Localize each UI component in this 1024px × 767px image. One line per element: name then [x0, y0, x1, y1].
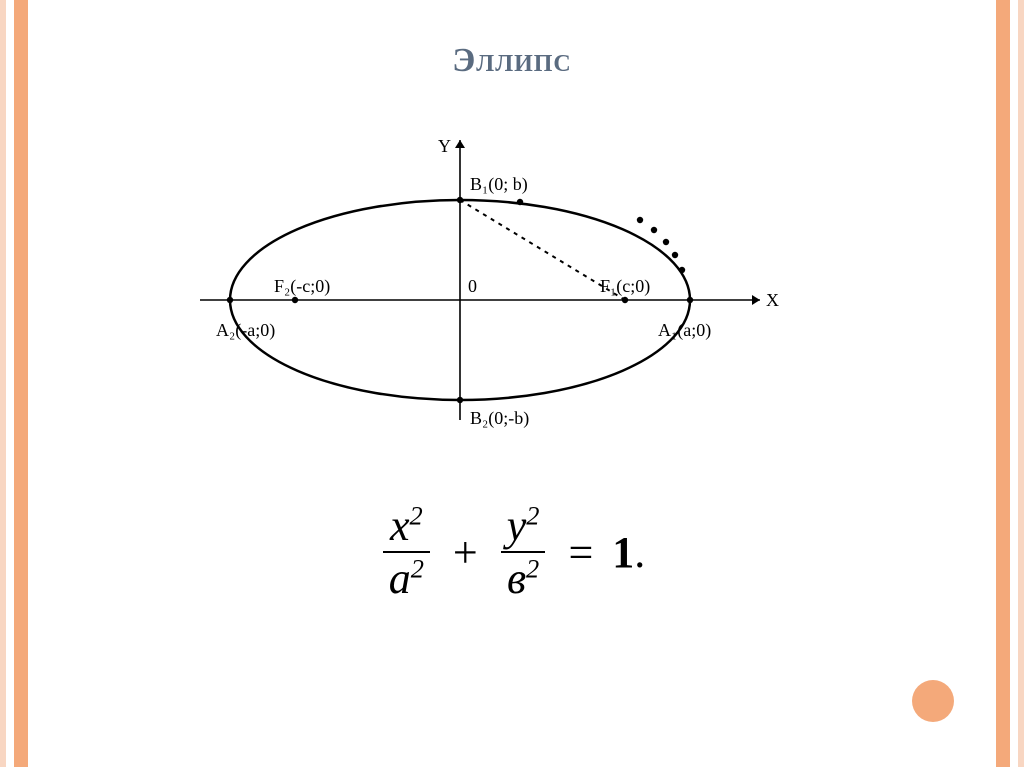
svg-text:A₁(a;0): A₁(a;0): [658, 320, 711, 341]
svg-text:B₁(0; b): B₁(0; b): [470, 174, 528, 195]
fraction-1: x2 a2: [383, 500, 430, 604]
svg-text:0: 0: [468, 276, 477, 296]
eq-a: a: [389, 554, 411, 603]
svg-text:Y: Y: [438, 136, 451, 156]
svg-text:B₂(0;-b): B₂(0;-b): [470, 408, 529, 429]
eq-x-exp: 2: [409, 500, 422, 530]
svg-text:X: X: [766, 290, 779, 310]
fraction-2: y2 в2: [501, 500, 546, 604]
eq-b-exp: 2: [526, 553, 539, 583]
svg-text:A₂(-a;0): A₂(-a;0): [216, 320, 275, 341]
svg-text:F₂(-c;0): F₂(-c;0): [274, 276, 330, 297]
eq-y-exp: 2: [526, 500, 539, 530]
ellipse-svg: X Y 0 A₁(a;0) A₂(-a;0) B₁(0; b) B₂(0;-b) F₁(c;0…: [180, 120, 800, 440]
eq-rhs: 1: [612, 527, 634, 578]
eq-b: в: [507, 554, 526, 603]
slide-title: Эллипс: [0, 42, 1024, 80]
eq-period: .: [634, 527, 645, 578]
svg-text:F₁(c;0): F₁(c;0): [600, 276, 650, 297]
ellipse-equation: x2 a2 + y2 в2 = 1.: [0, 500, 1024, 604]
eq-a-exp: 2: [411, 553, 424, 583]
eq-x: x: [390, 501, 410, 550]
eq-y: y: [507, 501, 527, 550]
accent-circle-icon: [912, 680, 954, 722]
eq-plus: +: [445, 527, 486, 578]
eq-equals: =: [560, 527, 601, 578]
ellipse-diagram: X Y 0 A₁(a;0) A₂(-a;0) B₁(0; b) B₂(0;-b) F₁(c;0…: [180, 120, 800, 440]
